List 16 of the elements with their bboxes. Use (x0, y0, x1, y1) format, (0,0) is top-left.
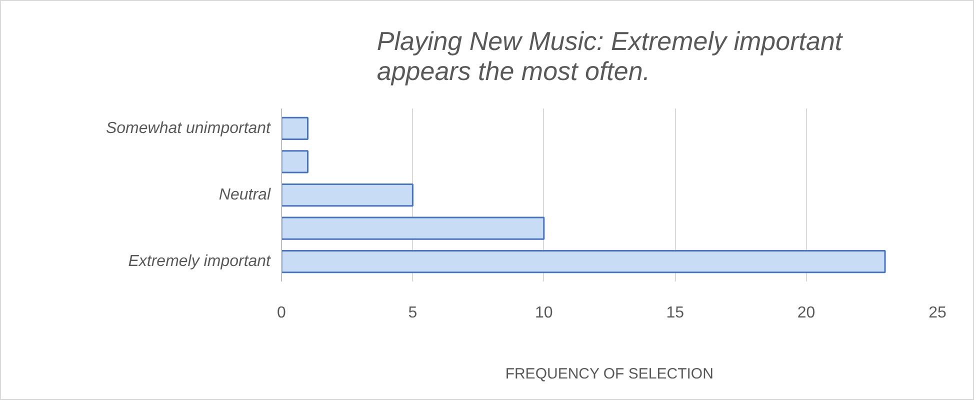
x-tick-label: 25 (928, 304, 946, 322)
x-tick-label: 10 (535, 304, 553, 322)
chart-title: Playing New Music: Extremely important appears the most often. (376, 26, 844, 86)
x-tick-label: 15 (666, 304, 684, 322)
x-axis-title: FREQUENCY OF SELECTION (505, 366, 714, 382)
x-tick-label: 0 (277, 304, 286, 322)
y-tick-label: Neutral (218, 186, 271, 204)
bar (282, 150, 308, 174)
bar (282, 250, 886, 274)
x-tick-label: 20 (797, 304, 816, 322)
y-tick-label: Extremely important (128, 253, 272, 270)
x-tick-label: 5 (408, 304, 418, 322)
y-tick-label: Somewhat unimportant (106, 120, 272, 137)
bar (282, 183, 414, 207)
bar (282, 116, 308, 140)
bar (282, 216, 545, 240)
